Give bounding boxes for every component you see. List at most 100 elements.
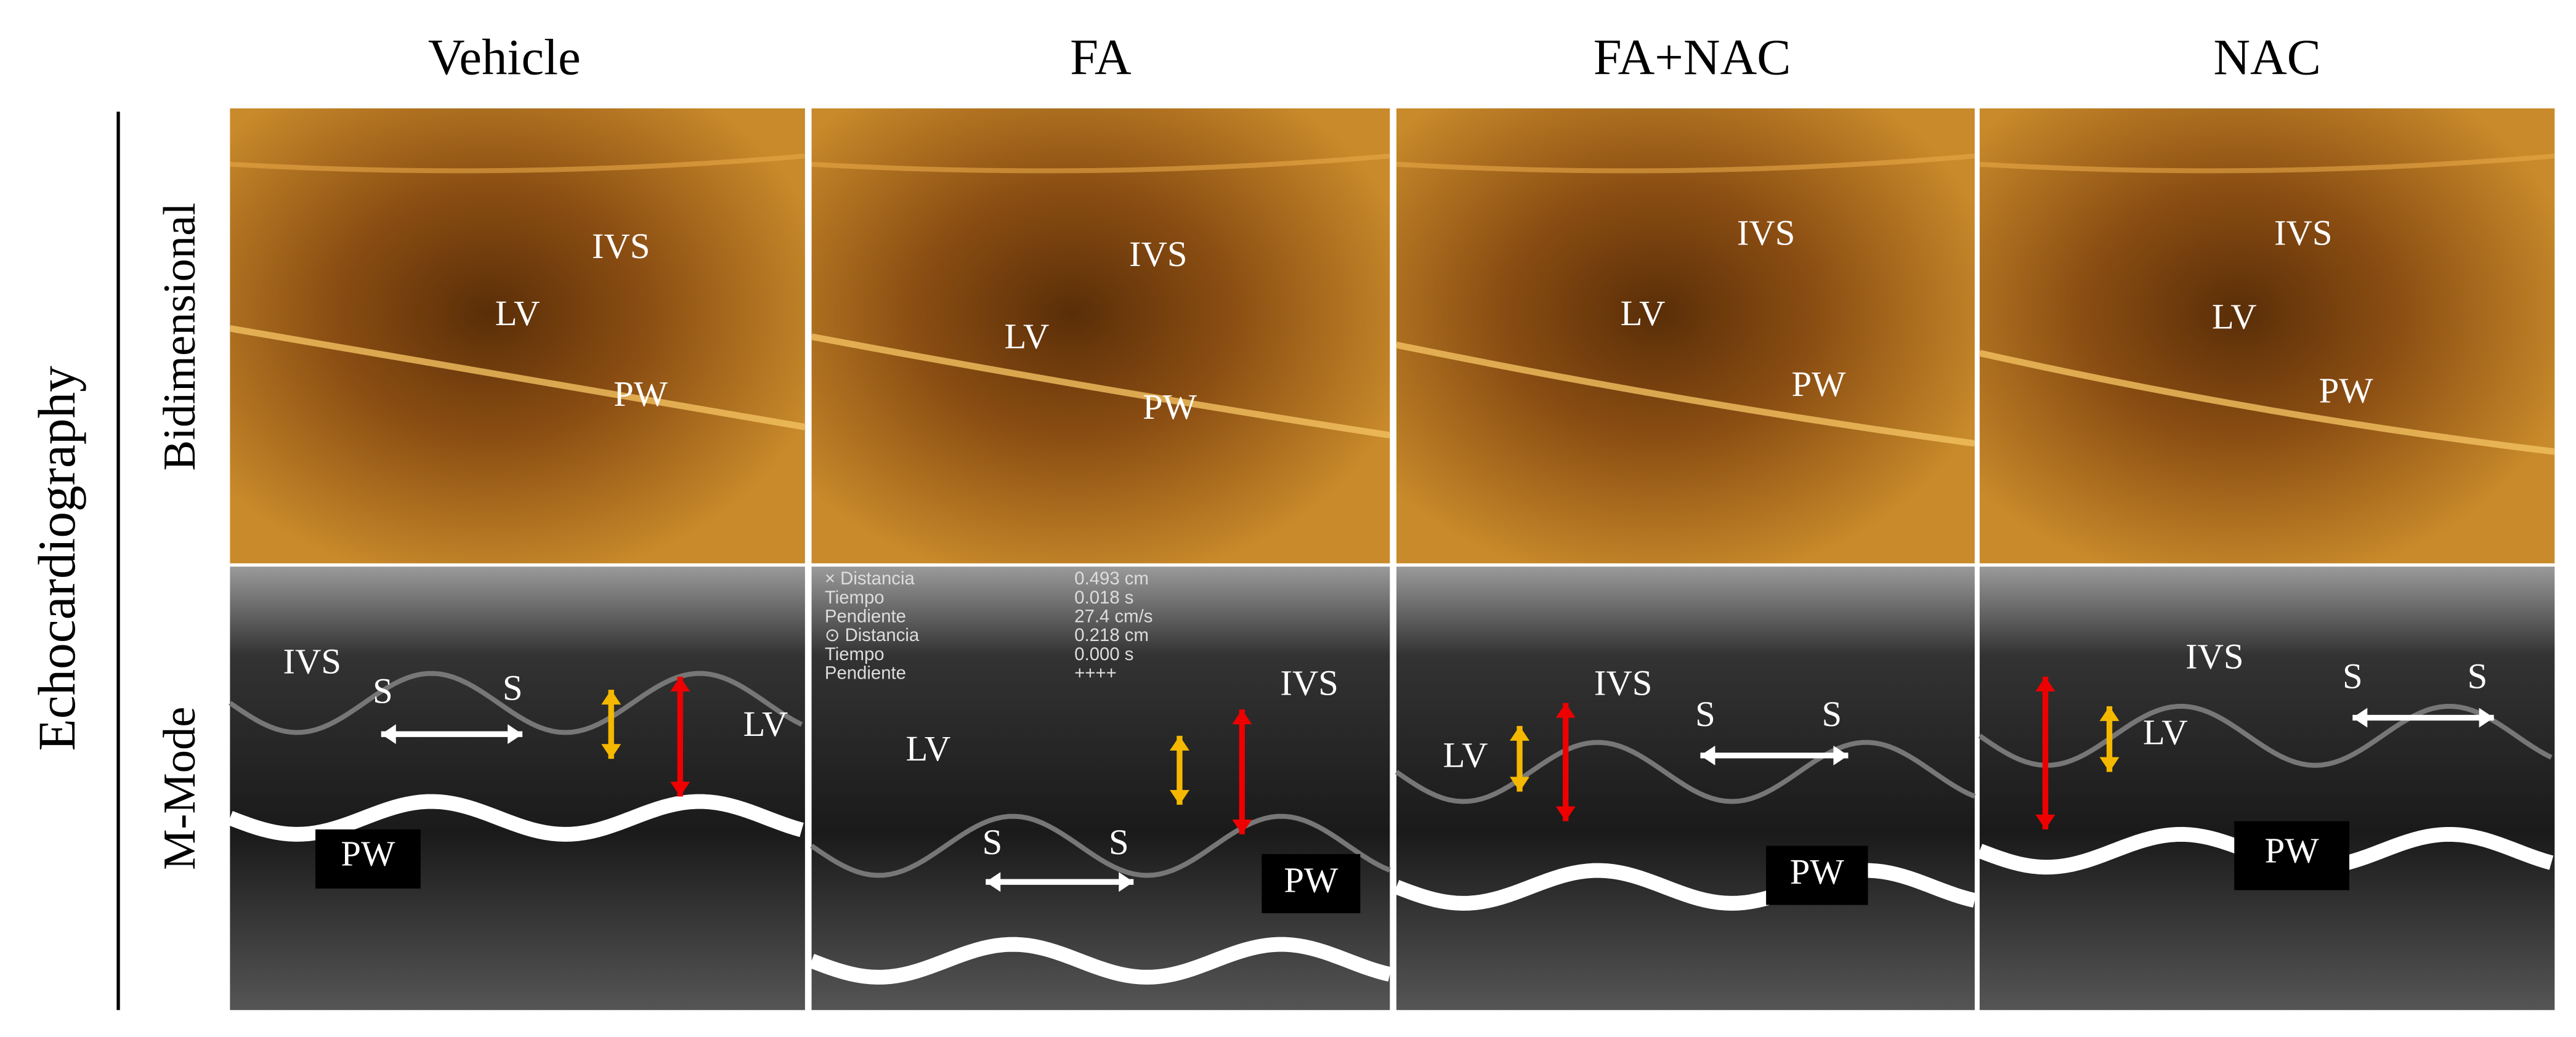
structure-label: S: [2468, 656, 2488, 696]
pw-echo: [1393, 863, 1977, 911]
structure-label: LV: [495, 293, 540, 333]
structure-label: S: [373, 671, 393, 711]
structure-label: S: [503, 668, 523, 708]
pw-box: [2234, 821, 2349, 890]
structure-label: PW: [1284, 860, 1339, 900]
wall-echo: [230, 153, 806, 174]
arrow-head: [601, 690, 622, 705]
ivs-echo: [229, 671, 803, 735]
arrow-head: [986, 872, 1001, 892]
column-title: NAC: [2213, 28, 2321, 85]
echo-2d-image: [1979, 108, 2555, 563]
figure-label: Echocardiography: [28, 366, 86, 751]
wall-echo: [811, 153, 1390, 174]
structure-label: S: [2343, 656, 2363, 696]
wall-echo: [1396, 153, 1975, 174]
row-label: Bidimensional: [154, 203, 205, 470]
structure-label: LV: [1005, 317, 1050, 357]
structure-label: S: [982, 822, 1003, 862]
wall-echo: [1979, 350, 2555, 455]
pw-box: [1766, 845, 1868, 905]
wall-echo: [229, 325, 806, 430]
structure-label: LV: [1443, 735, 1488, 775]
structure-label: IVS: [2274, 213, 2333, 253]
pw-box: [315, 829, 421, 889]
arrow-head: [1555, 703, 1576, 718]
arrow-head: [601, 744, 622, 759]
structure-label: S: [1695, 694, 1715, 734]
structure-label: IVS: [1737, 213, 1796, 253]
column-title: FA: [1070, 28, 1132, 85]
arrow-head: [1232, 819, 1252, 834]
arrow-head: [1169, 735, 1189, 751]
measurement-text: ++++: [1074, 663, 1117, 684]
wall-echo: [811, 333, 1391, 439]
measurement-text: × Distancia: [825, 568, 915, 589]
measurement-text: 0.000 s: [1074, 644, 1133, 664]
measurement-text: 0.018 s: [1074, 587, 1133, 608]
structure-label: S: [1821, 694, 1842, 734]
structure-label: LV: [1621, 293, 1666, 333]
echo-2d-image: [230, 108, 805, 563]
arrow-head: [381, 724, 396, 744]
structure-label: IVS: [592, 226, 650, 266]
measurement-text: Pendiente: [825, 607, 906, 627]
structure-label: PW: [2265, 830, 2320, 870]
measurement-text: Pendiente: [825, 663, 906, 684]
arrow-head: [2035, 676, 2056, 692]
row-label: M-Mode: [154, 706, 205, 870]
measurement-text: Tiempo: [825, 644, 885, 664]
structure-label: IVS: [2185, 637, 2244, 677]
echo-m-image: [230, 567, 805, 1011]
structure-label: IVS: [1280, 663, 1339, 703]
ivs-echo: [1395, 740, 1976, 804]
structure-label: LV: [906, 728, 951, 769]
column-title: Vehicle: [428, 28, 581, 85]
echo-2d-image: [1396, 108, 1975, 563]
arrow-head: [1510, 725, 1530, 741]
arrow-head: [1510, 777, 1530, 792]
measurement-text: Tiempo: [825, 587, 885, 608]
structure-label: LV: [743, 704, 788, 744]
arrow-head: [2035, 814, 2056, 829]
structure-label: LV: [2143, 712, 2188, 752]
arrow-head: [1232, 709, 1252, 725]
arrow-head: [2099, 706, 2120, 721]
structure-label: PW: [614, 374, 668, 414]
measurement-text: 0.218 cm: [1074, 625, 1149, 645]
pw-box: [1262, 853, 1361, 913]
structure-label: IVS: [1129, 234, 1188, 274]
pw-echo: [809, 937, 1392, 985]
structure-label: PW: [341, 834, 395, 874]
wall-echo: [1395, 341, 1975, 447]
arrow-head: [670, 676, 691, 692]
structure-label: PW: [1791, 364, 1846, 404]
echo-m-image: [1979, 567, 2555, 1011]
arrow-head: [1555, 806, 1576, 821]
arrow-head: [2479, 708, 2494, 728]
arrow-head: [1700, 745, 1715, 765]
measurement-text: 27.4 cm/s: [1074, 607, 1152, 627]
arrow-head: [670, 781, 691, 797]
measurement-text: 0.493 cm: [1074, 568, 1149, 589]
structure-label: PW: [1790, 852, 1845, 892]
structure-label: PW: [1143, 387, 1197, 427]
wall-echo: [1979, 153, 2555, 174]
structure-label: IVS: [1594, 663, 1653, 703]
ivs-echo: [810, 813, 1391, 878]
arrow-head: [1119, 872, 1134, 892]
structure-label: S: [1109, 822, 1129, 862]
arrow-head: [2099, 757, 2120, 772]
arrow-head: [1169, 789, 1189, 805]
arrow-head: [2352, 708, 2368, 728]
arrow-head: [1833, 745, 1849, 765]
ivs-echo: [1978, 703, 2553, 768]
structure-label: PW: [2319, 371, 2374, 411]
structure-label: IVS: [283, 642, 341, 682]
echo-2d-image: [811, 108, 1390, 563]
echo-m-image: [811, 567, 1390, 1011]
arrow-head: [508, 724, 523, 744]
column-title: FA+NAC: [1594, 28, 1791, 85]
